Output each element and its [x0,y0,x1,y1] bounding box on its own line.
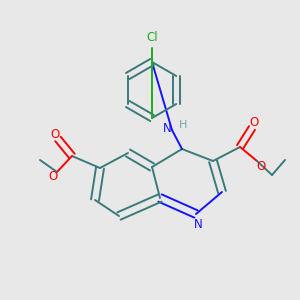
Text: O: O [249,116,259,130]
Text: H: H [179,120,187,130]
Text: O: O [50,128,60,140]
Text: O: O [256,160,266,172]
Text: Cl: Cl [146,31,158,44]
Text: N: N [194,218,202,230]
Text: N: N [163,122,171,134]
Text: O: O [48,169,58,182]
